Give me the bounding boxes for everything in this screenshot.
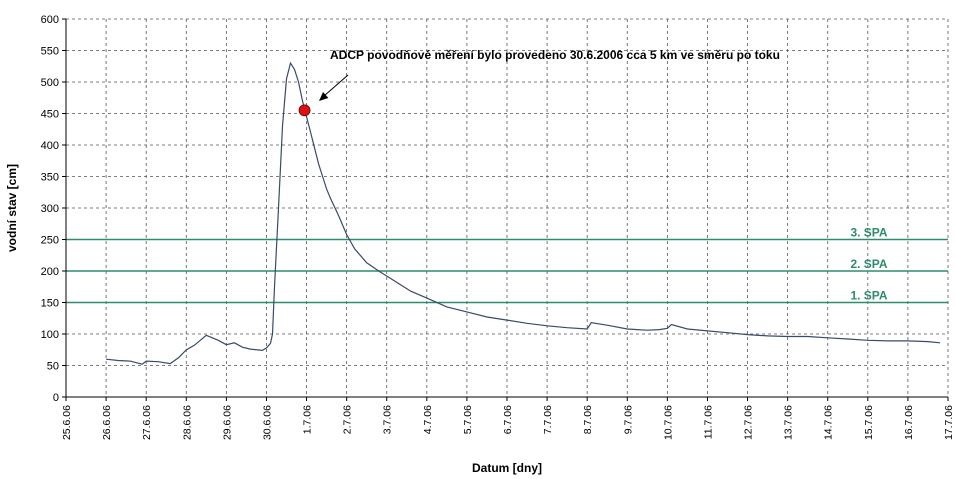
y-tick-label: 150 (41, 298, 59, 310)
flood-level-lines: 3. SPA 2. SPA 1. SPA (66, 226, 948, 304)
x-tick-label: 11.7.06 (702, 405, 714, 439)
y-tick-label: 100 (41, 329, 59, 341)
y-tick-labels: 0 50 100 150 200 250 300 350 400 450 500 550 600 (41, 14, 59, 404)
axes (62, 18, 949, 401)
y-tick-label: 50 (47, 361, 59, 373)
x-tick-label: 13.7.06 (783, 405, 795, 440)
y-tick-label: 200 (41, 266, 59, 278)
x-tick-label: 10.7.06 (662, 405, 674, 440)
x-tick-label: 2.7.06 (342, 405, 354, 434)
annotation-arrow-head (319, 92, 329, 101)
x-tick-label: 8.7.06 (582, 405, 594, 434)
x-tick-labels: 25.6.06 26.6.06 27.6.06 28.6.06 29.6.06 30.6.… (61, 405, 955, 440)
grid-lines (66, 18, 949, 397)
x-tick-label: 14.7.06 (823, 405, 835, 440)
x-tick-label: 16.7.06 (903, 405, 915, 440)
x-tick-label: 26.6.06 (101, 405, 113, 440)
x-tick-label: 7.7.06 (542, 405, 554, 434)
x-tick-label: 27.6.06 (141, 405, 153, 440)
y-tick-label: 300 (41, 203, 59, 215)
x-tick-label: 25.6.06 (61, 405, 73, 440)
x-tick-label: 6.7.06 (502, 405, 514, 434)
y-tick-label: 450 (41, 109, 59, 121)
x-tick-label: 15.7.06 (863, 405, 875, 440)
flood-level-label: 3. SPA (850, 226, 887, 240)
x-tick-label: 29.6.06 (221, 405, 233, 440)
x-tick-label: 12.7.06 (743, 405, 755, 440)
y-tick-label: 350 (41, 172, 59, 184)
flood-level-label: 2. SPA (850, 257, 887, 271)
annotation-arrow (323, 74, 349, 97)
x-tick-label: 5.7.06 (462, 405, 474, 434)
x-axis-label: Datum [dny] (472, 461, 542, 475)
y-tick-label: 400 (41, 140, 59, 152)
y-tick-label: 600 (41, 14, 59, 26)
x-tick-label: 4.7.06 (422, 405, 434, 434)
x-tick-label: 9.7.06 (622, 405, 634, 434)
annotation-group: ADCP povodňové měření bylo provedeno 30.… (319, 48, 780, 101)
annotation-text: ADCP povodňové měření bylo provedeno 30.… (330, 48, 780, 62)
x-tick-label: 3.7.06 (382, 405, 394, 434)
y-tick-label: 500 (41, 77, 59, 89)
y-tick-label: 0 (53, 392, 59, 404)
y-tick-label: 550 (41, 46, 59, 58)
x-tick-label: 1.7.06 (302, 405, 314, 434)
x-tick-label: 17.7.06 (943, 405, 955, 440)
measurement-point-marker (298, 104, 311, 117)
flood-level-label: 1. SPA (850, 289, 887, 303)
y-axis-label: vodní stav [cm] (5, 164, 19, 252)
x-tick-label: 28.6.06 (181, 405, 193, 440)
y-tick-label: 250 (41, 235, 59, 247)
x-tick-label: 30.6.06 (261, 405, 273, 440)
water-level-series-line (106, 61, 941, 365)
